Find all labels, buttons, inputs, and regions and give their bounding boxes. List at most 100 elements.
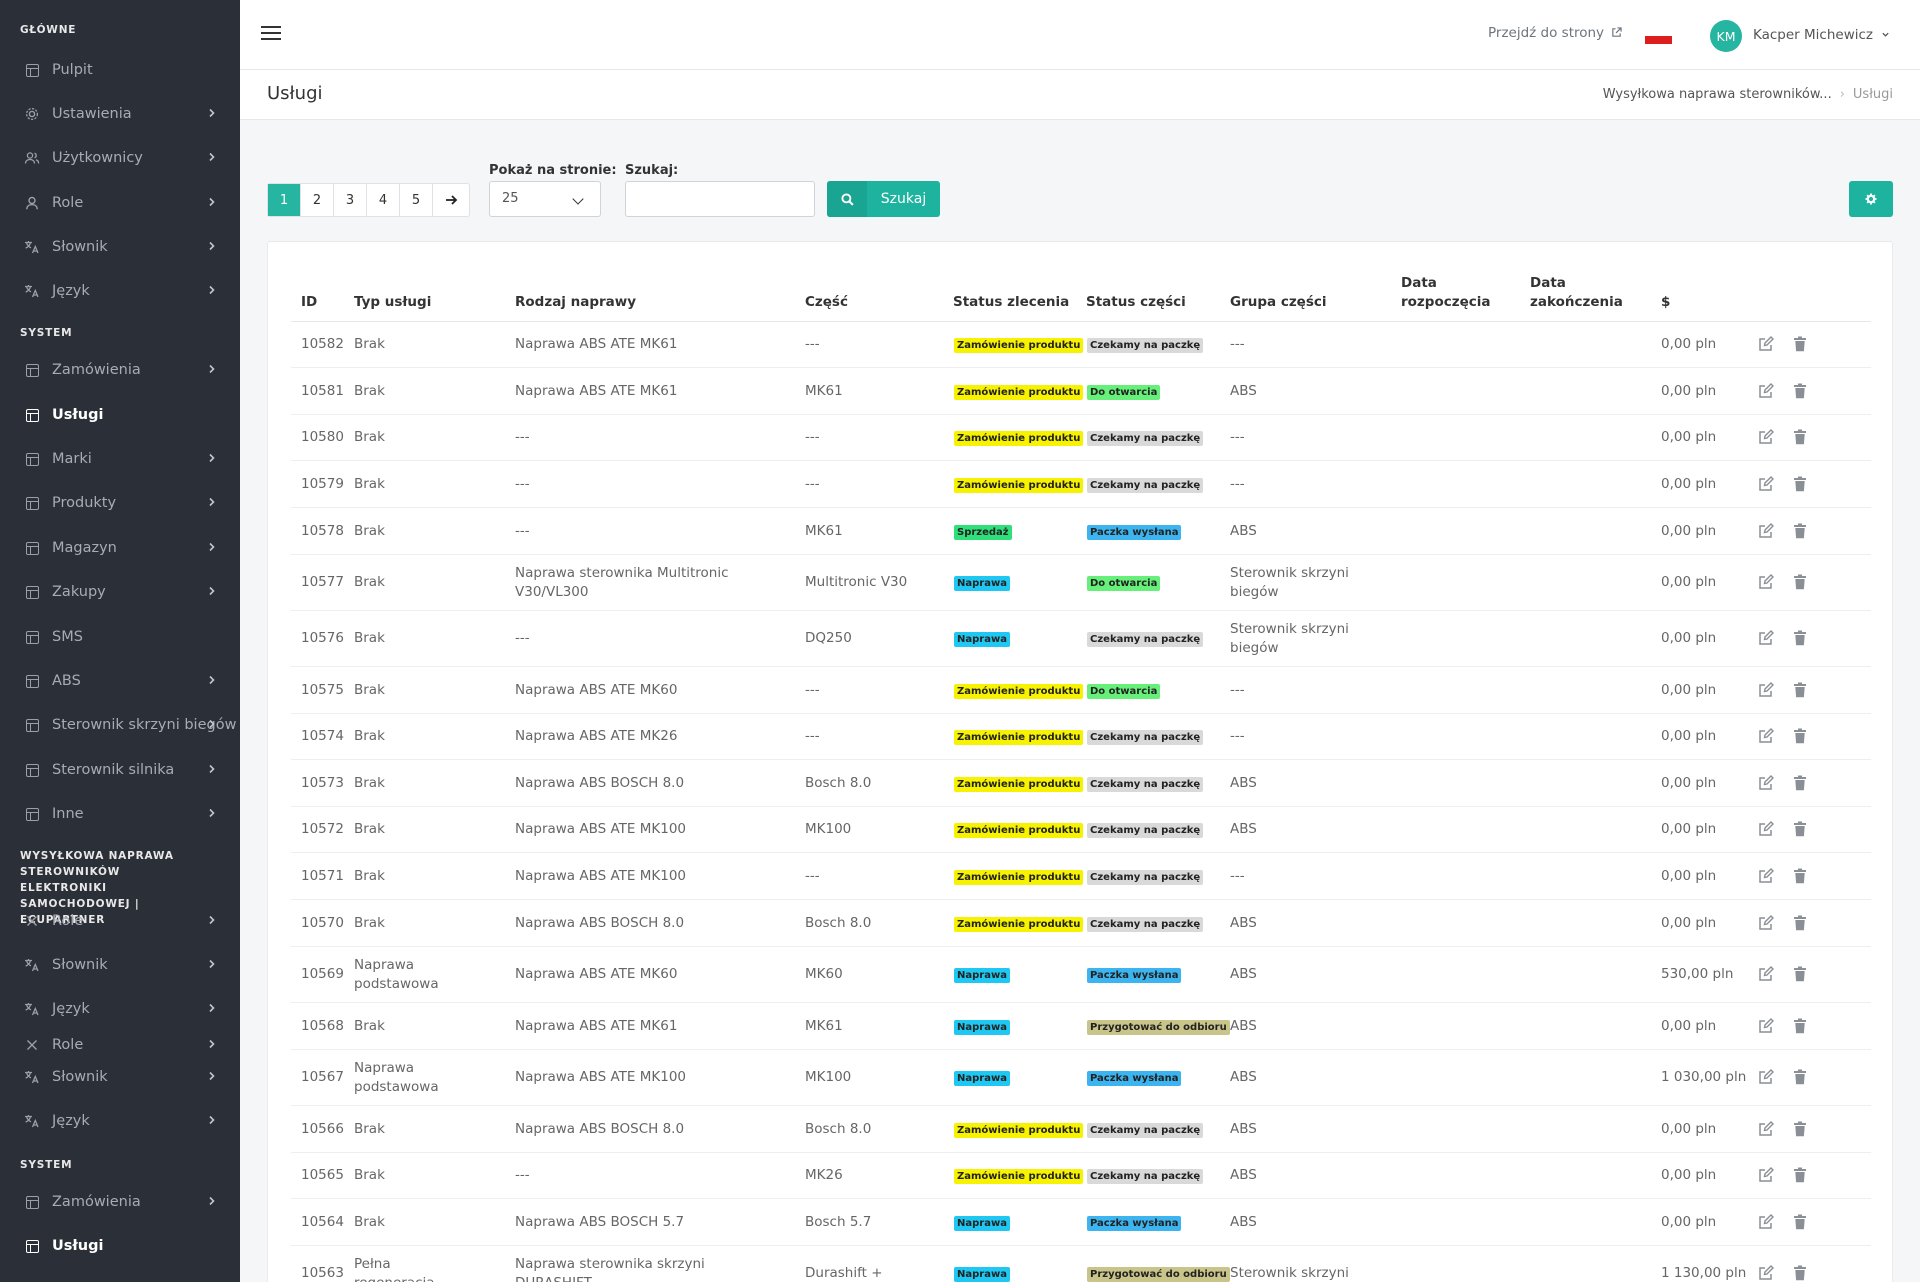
edit-icon[interactable] xyxy=(1758,523,1774,539)
sidebar-item-zamówienia[interactable]: Zamówienia xyxy=(0,350,240,390)
edit-icon[interactable] xyxy=(1758,915,1774,931)
sidebar-item-słownik[interactable]: Słownik xyxy=(0,1057,240,1097)
cell-price: 0,00 pln xyxy=(1661,574,1717,590)
edit-icon[interactable] xyxy=(1758,1265,1774,1281)
sidebar-item-użytkownicy[interactable]: Użytkownicy xyxy=(0,138,240,178)
edit-icon[interactable] xyxy=(1758,1018,1774,1034)
edit-icon[interactable] xyxy=(1758,1069,1774,1085)
sidebar-item-sms[interactable]: SMS xyxy=(0,617,240,657)
edit-icon[interactable] xyxy=(1758,383,1774,399)
trash-icon[interactable] xyxy=(1793,1214,1809,1230)
page-1-button[interactable]: 1 xyxy=(268,184,301,216)
trash-icon[interactable] xyxy=(1793,574,1809,590)
sidebar-item-ustawienia[interactable]: Ustawienia xyxy=(0,94,240,134)
edit-icon[interactable] xyxy=(1758,868,1774,884)
trash-icon[interactable] xyxy=(1793,476,1809,492)
sidebar-item-abs[interactable]: ABS xyxy=(0,661,240,701)
page-5-button[interactable]: 5 xyxy=(400,184,433,216)
search-button[interactable]: Szukaj xyxy=(827,181,940,217)
edit-icon[interactable] xyxy=(1758,1214,1774,1230)
sidebar-item-usługi[interactable]: Usługi xyxy=(0,1226,240,1266)
sidebar-item-role[interactable]: Role xyxy=(0,901,240,941)
edit-icon[interactable] xyxy=(1758,336,1774,352)
column-header-repair[interactable]: Rodzaj naprawy xyxy=(515,294,637,310)
order-status-badge: Zamówienie produktu xyxy=(954,478,1084,493)
edit-icon[interactable] xyxy=(1758,1167,1774,1183)
sidebar-item-magazyn[interactable]: Magazyn xyxy=(0,528,240,568)
cell-group: Sterownik skrzyni biegów xyxy=(1230,621,1349,656)
column-header-group[interactable]: Grupa części xyxy=(1230,294,1327,310)
language-flag-pl[interactable] xyxy=(1645,28,1672,44)
table-settings-button[interactable] xyxy=(1849,181,1893,217)
sidebar-item-role[interactable]: Role xyxy=(0,183,240,223)
trash-icon[interactable] xyxy=(1793,336,1809,352)
search-input[interactable] xyxy=(625,181,815,217)
column-header-id[interactable]: ID xyxy=(301,294,318,310)
trash-icon[interactable] xyxy=(1793,1069,1809,1085)
user-menu[interactable]: Kacper Michewicz xyxy=(1753,27,1890,43)
user-name: Kacper Michewicz xyxy=(1753,27,1874,43)
edit-icon[interactable] xyxy=(1758,574,1774,590)
trash-icon[interactable] xyxy=(1793,383,1809,399)
edit-icon[interactable] xyxy=(1758,728,1774,744)
sidebar-item-zakupy[interactable]: Zakupy xyxy=(0,572,240,612)
column-header-part[interactable]: Część xyxy=(805,294,848,310)
sidebar-item-produkty[interactable]: Produkty xyxy=(0,483,240,523)
sidebar-item-język[interactable]: Język xyxy=(0,1101,240,1141)
sidebar-item-język[interactable]: Język xyxy=(0,271,240,311)
edit-icon[interactable] xyxy=(1758,429,1774,445)
edit-icon[interactable] xyxy=(1758,682,1774,698)
part-status-badge: Czekamy na paczkę xyxy=(1087,777,1204,792)
trash-icon[interactable] xyxy=(1793,966,1809,982)
column-header-part-status[interactable]: Status części xyxy=(1086,294,1186,310)
column-header-start[interactable]: Data rozpoczęcia xyxy=(1401,275,1491,310)
trash-icon[interactable] xyxy=(1793,523,1809,539)
per-page-label: Pokaż na stronie: xyxy=(489,163,617,178)
avatar[interactable]: KM xyxy=(1710,20,1742,52)
sidebar-item-zamówienia[interactable]: Zamówienia xyxy=(0,1182,240,1222)
per-page-select[interactable]: 25 xyxy=(489,181,601,217)
sidebar-item-usługi[interactable]: Usługi xyxy=(0,395,240,435)
edit-icon[interactable] xyxy=(1758,476,1774,492)
trash-icon[interactable] xyxy=(1793,1018,1809,1034)
order-status-badge: Naprawa xyxy=(954,1071,1010,1086)
breadcrumb-link[interactable]: Wysyłkowa naprawa sterowników... xyxy=(1602,87,1832,102)
trash-icon[interactable] xyxy=(1793,915,1809,931)
goto-site-link[interactable]: Przejdź do strony xyxy=(1488,25,1623,41)
sidebar-item-słownik[interactable]: Słownik xyxy=(0,227,240,267)
column-header-price[interactable]: $ xyxy=(1661,294,1671,310)
edit-icon[interactable] xyxy=(1758,821,1774,837)
next-page-button[interactable] xyxy=(433,184,469,216)
chevron-right-icon xyxy=(208,913,216,929)
table-icon xyxy=(24,407,40,423)
edit-icon[interactable] xyxy=(1758,966,1774,982)
sidebar-item-język[interactable]: Język xyxy=(0,989,240,1029)
menu-toggle-icon[interactable] xyxy=(261,26,281,42)
trash-icon[interactable] xyxy=(1793,1167,1809,1183)
sidebar-item-marki[interactable]: Marki xyxy=(0,439,240,479)
trash-icon[interactable] xyxy=(1793,821,1809,837)
trash-icon[interactable] xyxy=(1793,775,1809,791)
sidebar-item-inne[interactable]: Inne xyxy=(0,794,240,834)
edit-icon[interactable] xyxy=(1758,1121,1774,1137)
column-header-end[interactable]: Data zakończenia xyxy=(1530,275,1623,310)
column-header-type[interactable]: Typ usługi xyxy=(354,294,432,310)
sidebar-item-sterownik-silnika[interactable]: Sterownik silnika xyxy=(0,750,240,790)
trash-icon[interactable] xyxy=(1793,682,1809,698)
page-2-button[interactable]: 2 xyxy=(301,184,334,216)
sidebar-item-pulpit[interactable]: Pulpit xyxy=(0,50,240,90)
trash-icon[interactable] xyxy=(1793,630,1809,646)
trash-icon[interactable] xyxy=(1793,429,1809,445)
edit-icon[interactable] xyxy=(1758,775,1774,791)
page-3-button[interactable]: 3 xyxy=(334,184,367,216)
sidebar-item-sterownik-skrzyni-biegów[interactable]: Sterownik skrzyni biegów xyxy=(0,705,240,745)
page-4-button[interactable]: 4 xyxy=(367,184,400,216)
trash-icon[interactable] xyxy=(1793,1121,1809,1137)
trash-icon[interactable] xyxy=(1793,1265,1809,1281)
edit-icon[interactable] xyxy=(1758,630,1774,646)
sidebar-item-role[interactable]: Role xyxy=(0,1025,240,1065)
trash-icon[interactable] xyxy=(1793,728,1809,744)
trash-icon[interactable] xyxy=(1793,868,1809,884)
sidebar-item-słownik[interactable]: Słownik xyxy=(0,945,240,985)
column-header-order-status[interactable]: Status zlecenia xyxy=(953,294,1070,310)
